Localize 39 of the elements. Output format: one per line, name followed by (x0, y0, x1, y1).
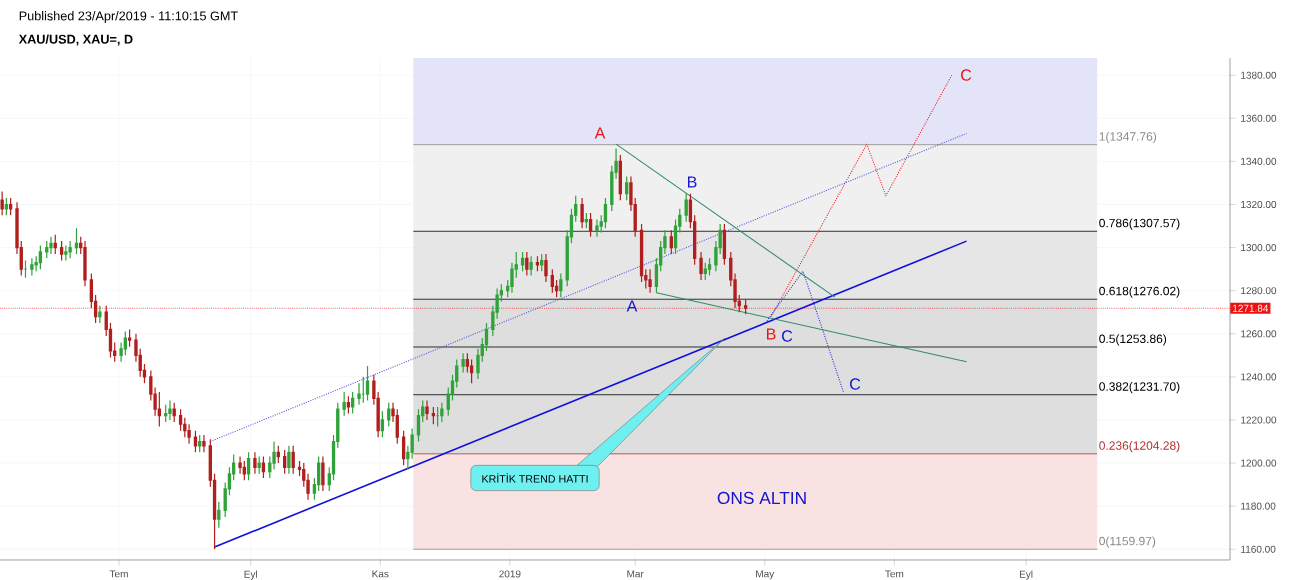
ref-line-label: 0.618(1276.02) (1099, 286, 1180, 298)
y-tick-label: 1300.00 (1241, 244, 1277, 252)
ref-line-label: 1(1347.76) (1099, 131, 1157, 144)
annotation: C (782, 330, 793, 342)
annotation: B (687, 176, 697, 188)
x-tick-label: Mar (627, 570, 644, 578)
ref-line-label: 1271.84 (1233, 304, 1269, 312)
y-tick-label: 1260.00 (1241, 330, 1277, 338)
x-tick-label: May (756, 570, 775, 580)
y-tick-label: 1340.00 (1241, 157, 1277, 165)
y-tick-label: 1200.00 (1241, 459, 1277, 467)
annotation: C (961, 69, 972, 81)
x-tick-label: Tem (885, 570, 904, 578)
annotation: A (594, 127, 606, 139)
annotation: A (626, 300, 638, 312)
ref-line-label: 0(1159.97) (1099, 536, 1156, 548)
annotation: B (766, 328, 776, 340)
annotation: ONS ALTIN (717, 491, 806, 505)
x-tick-label: Kas (372, 570, 389, 578)
y-tick-label: 1240.00 (1241, 373, 1277, 381)
ref-line-label: 0.5(1253.86) (1099, 334, 1167, 346)
x-tick-label: Eyl (244, 570, 257, 580)
y-tick-label: 1180.00 (1241, 502, 1276, 510)
x-tick-label: 2019 (499, 570, 521, 578)
annotation: C (850, 378, 861, 390)
y-tick-label: 1380.00 (1241, 71, 1277, 79)
y-tick-label: 1320.00 (1241, 200, 1277, 209)
y-tick-label: 1160.00 (1241, 545, 1276, 553)
ref-line-label: 0.382(1231.70) (1099, 381, 1180, 394)
y-tick-label: 1220.00 (1241, 416, 1277, 424)
ref-line-label: 0.236(1204.28) (1099, 441, 1180, 453)
annotation: KRİTİK TREND HATTI (482, 473, 588, 483)
text: Published 23/Apr/2019 - 11:10:15 GMT (19, 11, 238, 23)
ref-line-label: 0.786(1307.57) (1099, 218, 1180, 230)
y-tick-label: 1360.00 (1241, 114, 1277, 122)
chart-title: XAU/USD, XAU=, D (18, 34, 133, 46)
x-tick-label: Tem (109, 570, 128, 578)
x-tick-label: Eyl (1019, 570, 1033, 580)
y-tick-label: 1280.00 (1241, 287, 1277, 295)
